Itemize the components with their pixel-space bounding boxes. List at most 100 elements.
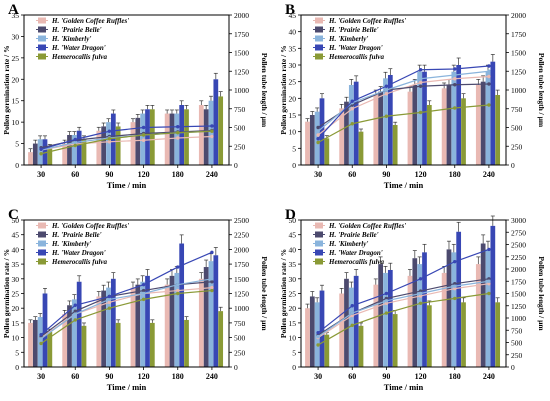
line-point — [107, 300, 112, 305]
x-tick-label: 180 — [172, 170, 184, 179]
legend: H. 'Golden Coffee Ruffles'H. 'Prairie Be… — [313, 17, 406, 61]
y2-tick-label: 3000 — [511, 216, 526, 225]
legend-label: Hemerocallis fulva — [328, 53, 385, 61]
y2-tick-label: 1750 — [511, 30, 526, 39]
line-point — [418, 68, 423, 72]
line-point — [418, 84, 423, 88]
bar — [47, 147, 53, 165]
line-point — [453, 286, 457, 291]
x-tick-label: 180 — [449, 372, 461, 381]
bar — [412, 258, 418, 367]
bar — [344, 101, 349, 165]
bar — [407, 275, 413, 367]
y2-tick-label: 1250 — [234, 290, 249, 299]
bar — [130, 287, 136, 367]
line-point — [141, 133, 146, 137]
y2-tick-label: 1500 — [511, 49, 526, 58]
line-point — [141, 291, 146, 296]
line-point — [316, 343, 320, 347]
bar — [179, 105, 185, 165]
line-point — [210, 124, 214, 128]
line-point — [39, 152, 43, 156]
line-point — [141, 138, 146, 142]
bar — [309, 296, 315, 367]
line-point — [141, 297, 146, 302]
x-tick-label: 90 — [105, 372, 113, 381]
x-tick-label: 90 — [105, 170, 113, 179]
bar — [101, 126, 107, 165]
bar — [387, 75, 393, 165]
line-point — [73, 303, 77, 307]
y2-tick-label: 1750 — [511, 277, 526, 286]
y2-tick-label: 2250 — [511, 253, 526, 262]
bar — [198, 105, 204, 165]
series-line — [40, 125, 212, 150]
y-tick-label: 0 — [15, 161, 19, 170]
panel-a: A 0 5 10 15 20 25 30 35 0 250 500 750 1000 1250 1500 175… — [2, 2, 269, 190]
y-tick-label: 40 — [289, 28, 297, 37]
bar — [446, 249, 452, 367]
line-point — [176, 136, 180, 140]
legend: H. 'Golden Coffee Ruffles'H. 'Prairie Be… — [36, 222, 129, 266]
bar — [426, 105, 432, 165]
bar — [480, 81, 486, 165]
bar — [417, 264, 423, 367]
y-tick-label: 45 — [289, 231, 297, 240]
line-point — [418, 80, 423, 85]
legend-label: H. 'Prairie Belle' — [51, 26, 102, 34]
y2-tick-label: 250 — [234, 142, 246, 151]
y2-tick-label: 1000 — [234, 86, 249, 95]
y2-tick-label: 1500 — [234, 275, 249, 284]
y2-tick-label: 1250 — [511, 302, 526, 311]
bar — [28, 152, 33, 165]
line-point — [107, 294, 112, 299]
bar — [490, 225, 496, 367]
y-tick-label: 20 — [289, 304, 297, 313]
y-tick-label: 45 — [12, 231, 20, 240]
line-point — [384, 311, 389, 315]
x-tick-label: 30 — [37, 170, 45, 179]
y2-tick-label: 0 — [234, 363, 238, 372]
line-point — [453, 77, 457, 81]
y2-tick-label: 0 — [511, 363, 515, 372]
line-point — [487, 291, 491, 296]
bar — [96, 296, 102, 367]
line-point — [487, 103, 491, 107]
bar — [392, 314, 398, 367]
line-point — [487, 69, 491, 73]
bar — [115, 126, 121, 165]
series-line — [40, 135, 212, 151]
line-point — [487, 279, 491, 283]
y2-tick-label: 1500 — [511, 290, 526, 299]
bar — [37, 139, 43, 165]
bar — [495, 95, 501, 165]
series-line — [317, 65, 489, 140]
bar — [169, 275, 175, 367]
y2-tick-label: 2500 — [234, 216, 249, 225]
line-point — [107, 140, 112, 144]
line-point — [453, 106, 457, 110]
line-point — [418, 301, 423, 305]
bar — [42, 139, 48, 165]
y-axis-label: Pollen germination rate / % — [279, 249, 288, 338]
y2-axis-label: Pollen tube length / μm — [537, 53, 546, 128]
bar — [76, 130, 82, 165]
line-point — [107, 137, 112, 141]
line-point — [350, 304, 354, 308]
bar — [475, 85, 481, 165]
bar — [485, 249, 491, 367]
bar — [198, 278, 204, 367]
x-axis-label: Time / min — [107, 382, 147, 392]
y-tick-label: 10 — [12, 118, 20, 127]
bar — [140, 281, 146, 367]
series-line — [317, 104, 489, 144]
bar — [81, 325, 87, 367]
legend-label: H. 'Water Dragon' — [51, 44, 106, 52]
bar — [135, 284, 141, 367]
line-point — [418, 294, 423, 298]
y-tick-label: 10 — [12, 334, 20, 343]
line-point — [384, 84, 389, 88]
line-point — [350, 313, 354, 318]
x-tick-label: 30 — [314, 170, 322, 179]
y-tick-label: 25 — [12, 290, 20, 299]
